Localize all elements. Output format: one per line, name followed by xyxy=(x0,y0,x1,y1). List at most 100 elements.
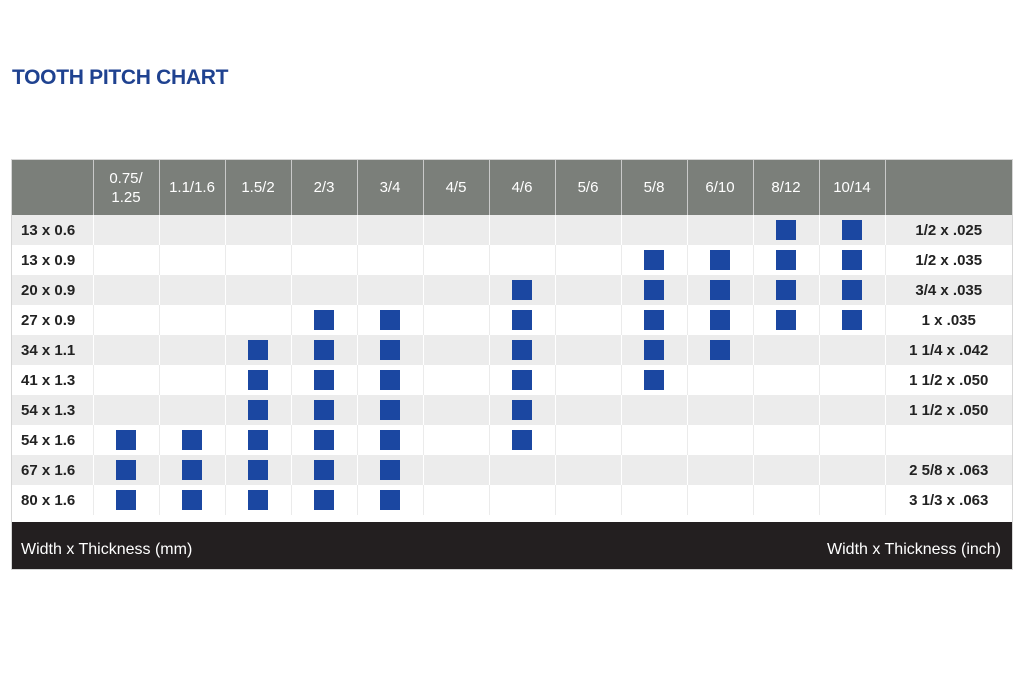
pitch-cell xyxy=(555,395,622,425)
pitch-mark xyxy=(842,280,862,300)
pitch-mark xyxy=(116,460,136,480)
table-row: 27 x 0.9 1 x .035 xyxy=(12,305,1012,335)
pitch-mark xyxy=(710,310,730,330)
pitch-mark xyxy=(248,430,268,450)
table-row: 54 x 1.6 xyxy=(12,425,1012,455)
row-inch-label: 1/2 x .035 xyxy=(885,245,1012,275)
pitch-cell xyxy=(489,485,556,515)
pitch-cell xyxy=(621,365,688,395)
pitch-mark xyxy=(380,460,400,480)
pitch-cell xyxy=(357,455,424,485)
pitch-mark xyxy=(512,340,532,360)
pitch-mark xyxy=(116,430,136,450)
table-row: 41 x 1.3 1 1/2 x .050 xyxy=(12,365,1012,395)
pitch-cell xyxy=(489,395,556,425)
pitch-grid: 0.75/ 1.25 1.1/1.6 1.5/2 2/3 3/4 4/5 4/6 5/6 5/8… xyxy=(12,160,1012,515)
pitch-cell xyxy=(423,425,490,455)
pitch-mark xyxy=(776,220,796,240)
pitch-mark xyxy=(314,340,334,360)
pitch-mark xyxy=(380,430,400,450)
pitch-cell xyxy=(819,245,886,275)
pitch-cell xyxy=(291,275,358,305)
pitch-cell xyxy=(489,275,556,305)
pitch-cell xyxy=(423,395,490,425)
pitch-cell xyxy=(621,245,688,275)
pitch-cell xyxy=(159,245,226,275)
pitch-mark xyxy=(182,430,202,450)
pitch-cell xyxy=(489,215,556,245)
row-mm-label: 13 x 0.9 xyxy=(12,245,94,275)
pitch-cell xyxy=(687,455,754,485)
pitch-mark xyxy=(710,250,730,270)
page-title: TOOTH PITCH CHART xyxy=(12,66,229,89)
pitch-cell xyxy=(291,485,358,515)
row-inch-label: 1 1/2 x .050 xyxy=(885,365,1012,395)
pitch-cell xyxy=(555,455,622,485)
pitch-cell xyxy=(291,455,358,485)
pitch-cell xyxy=(819,485,886,515)
pitch-cell xyxy=(357,215,424,245)
row-inch-label: 1 x .035 xyxy=(885,305,1012,335)
header-row: 0.75/ 1.25 1.1/1.6 1.5/2 2/3 3/4 4/5 4/6 5/6 5/8… xyxy=(12,160,1012,215)
pitch-cell xyxy=(687,485,754,515)
pitch-cell xyxy=(357,335,424,365)
pitch-cell xyxy=(687,245,754,275)
pitch-cell xyxy=(819,455,886,485)
pitch-cell xyxy=(753,275,820,305)
pitch-cell xyxy=(159,425,226,455)
pitch-cell xyxy=(753,365,820,395)
pitch-mark xyxy=(248,340,268,360)
pitch-cell xyxy=(423,305,490,335)
pitch-cell xyxy=(159,275,226,305)
pitch-mark xyxy=(314,490,334,510)
footer-mm-label: Width x Thickness (mm) xyxy=(21,541,193,558)
header-tpi: 2/3 xyxy=(291,160,358,215)
pitch-cell xyxy=(291,395,358,425)
pitch-cell xyxy=(423,275,490,305)
pitch-cell xyxy=(753,395,820,425)
pitch-cell xyxy=(225,305,292,335)
pitch-mark xyxy=(314,400,334,420)
row-inch-label: 3 1/3 x .063 xyxy=(885,485,1012,515)
pitch-cell xyxy=(753,305,820,335)
pitch-cell xyxy=(621,485,688,515)
pitch-cell xyxy=(555,305,622,335)
pitch-mark xyxy=(248,370,268,390)
pitch-cell xyxy=(357,485,424,515)
pitch-cell xyxy=(555,425,622,455)
pitch-mark xyxy=(248,490,268,510)
header-tpi: 1.5/2 xyxy=(225,160,292,215)
pitch-cell xyxy=(555,215,622,245)
header-tpi: 4/5 xyxy=(423,160,490,215)
pitch-mark xyxy=(314,370,334,390)
pitch-cell xyxy=(819,305,886,335)
pitch-cell xyxy=(93,485,160,515)
pitch-cell xyxy=(225,275,292,305)
table-body: 13 x 0.6 1/2 x .025 13 x 0.9 1/2 x .035 20 x… xyxy=(12,215,1012,515)
pitch-cell xyxy=(687,335,754,365)
tooth-pitch-table: 0.75/ 1.25 1.1/1.6 1.5/2 2/3 3/4 4/5 4/6 5/6 5/8… xyxy=(11,159,1013,570)
pitch-mark xyxy=(842,250,862,270)
pitch-cell xyxy=(423,215,490,245)
pitch-cell xyxy=(357,425,424,455)
pitch-mark xyxy=(512,370,532,390)
row-mm-label: 34 x 1.1 xyxy=(12,335,94,365)
pitch-mark xyxy=(314,430,334,450)
row-mm-label: 41 x 1.3 xyxy=(12,365,94,395)
pitch-cell xyxy=(423,245,490,275)
pitch-cell xyxy=(291,335,358,365)
pitch-cell xyxy=(753,485,820,515)
pitch-cell xyxy=(819,335,886,365)
row-inch-label: 1 1/4 x .042 xyxy=(885,335,1012,365)
table-row: 80 x 1.6 3 1/3 x .063 xyxy=(12,485,1012,515)
pitch-cell xyxy=(753,425,820,455)
row-inch-label: 3/4 x .035 xyxy=(885,275,1012,305)
pitch-cell xyxy=(93,365,160,395)
pitch-cell xyxy=(225,455,292,485)
pitch-mark xyxy=(776,250,796,270)
pitch-mark xyxy=(644,280,664,300)
row-mm-label: 54 x 1.6 xyxy=(12,425,94,455)
pitch-cell xyxy=(621,215,688,245)
pitch-mark xyxy=(380,340,400,360)
pitch-mark xyxy=(380,310,400,330)
